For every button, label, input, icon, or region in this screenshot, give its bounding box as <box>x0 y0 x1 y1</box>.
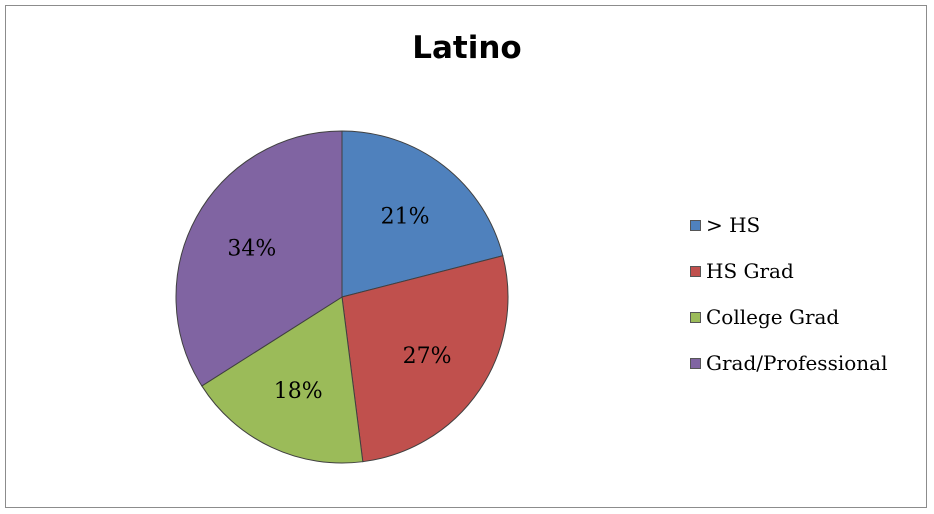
data-label-grad-professional: 34% <box>227 236 276 261</box>
pie-slice-hs-grad <box>341 255 509 463</box>
legend-label: HS Grad <box>706 259 794 283</box>
pie-slice-college-grad <box>201 296 364 464</box>
pie-slice-grad-professional <box>175 130 343 387</box>
pie-slice-less-than-hs <box>341 130 504 298</box>
legend-swatch <box>690 220 701 231</box>
legend-swatch <box>690 266 701 277</box>
data-label-college-grad: 18% <box>274 379 323 404</box>
legend-swatch <box>690 312 701 323</box>
legend-label: > HS <box>706 213 761 237</box>
data-label-less-than-hs: 21% <box>381 205 430 230</box>
legend-label: College Grad <box>706 305 840 329</box>
legend-label: Grad/Professional <box>706 351 888 375</box>
data-label-hs-grad: 27% <box>403 344 452 369</box>
legend-swatch <box>690 358 701 369</box>
chart-title: Latino <box>412 30 522 66</box>
